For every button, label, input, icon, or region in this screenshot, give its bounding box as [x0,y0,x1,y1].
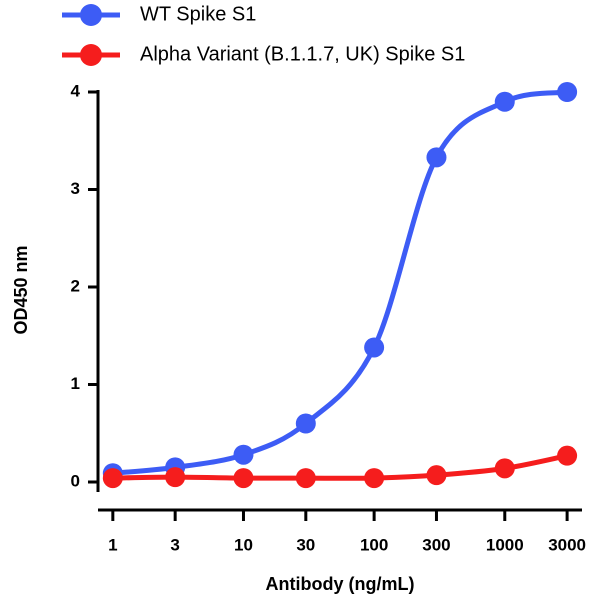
x-tick-label: 3000 [548,535,586,554]
x-tick-label: 10 [234,535,253,554]
y-tick-label: 1 [71,374,80,393]
series-line [112,89,568,476]
legend-label: Alpha Variant (B.1.1.7, UK) Spike S1 [140,43,465,65]
legend-label: WT Spike S1 [140,3,256,25]
data-point [233,444,254,465]
x-axis-label: Antibody (ng/mL) [266,574,415,594]
x-tick-label: 1 [108,535,117,554]
x-tick-label: 100 [360,535,388,554]
y-tick-label: 0 [71,471,80,490]
data-point [494,458,515,479]
data-point [102,468,123,489]
legend-marker [80,44,102,66]
data-point [494,91,515,112]
y-tick-label: 4 [71,81,81,100]
data-point [426,465,447,486]
data-point [364,337,385,358]
data-point [426,147,447,168]
y-tick-label: 3 [71,179,80,198]
y-axis-label: OD450 nm [11,245,31,334]
x-tick-label: 3 [170,535,179,554]
x-tick-label: 300 [422,535,450,554]
legend-marker [80,4,102,26]
data-point [557,445,578,466]
data-point [557,82,578,102]
y-tick-label: 2 [71,276,80,295]
data-point [295,468,316,489]
data-point [233,468,254,489]
x-tick-label: 1000 [486,535,524,554]
x-tick-label: 30 [296,535,315,554]
data-point [165,467,186,488]
data-point [364,468,385,489]
data-point [295,413,316,434]
